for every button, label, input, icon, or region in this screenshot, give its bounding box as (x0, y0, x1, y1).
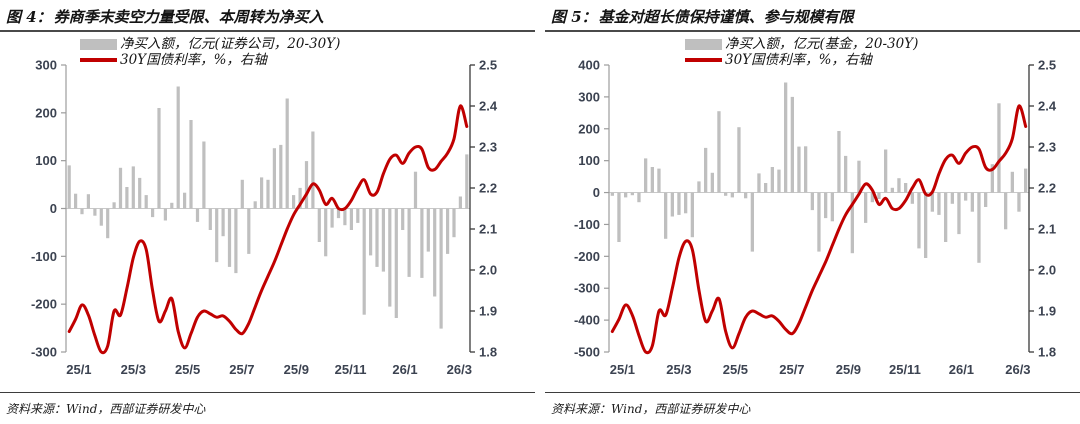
svg-text:2.1: 2.1 (1038, 222, 1056, 237)
svg-text:1.8: 1.8 (1038, 345, 1056, 360)
svg-text:2.5: 2.5 (1038, 58, 1056, 73)
svg-text:-300: -300 (574, 281, 600, 296)
figure-5-panel: 图 5： 基金对超长债保持谨慎、参与规模有限 净买入额，亿元(基金，20-30Y)… (545, 0, 1080, 424)
svg-text:2.0: 2.0 (479, 263, 497, 278)
svg-text:400: 400 (578, 58, 600, 73)
svg-text:26/1: 26/1 (949, 362, 974, 377)
svg-text:2.2: 2.2 (1038, 181, 1056, 196)
svg-text:100: 100 (35, 153, 57, 168)
svg-text:1.8: 1.8 (479, 345, 497, 360)
svg-text:-300: -300 (31, 345, 57, 360)
svg-text:25/11: 25/11 (889, 362, 921, 377)
svg-text:25/7: 25/7 (229, 362, 254, 377)
svg-text:200: 200 (578, 121, 600, 136)
svg-text:26/3: 26/3 (447, 362, 472, 377)
figure-5-source: 资料来源：Wind，西部证券研发中心 (545, 392, 1080, 417)
svg-text:25/9: 25/9 (836, 362, 861, 377)
figure-title-text: 券商季末卖空力量受限、本周转为净买入 (53, 8, 324, 26)
svg-text:2.5: 2.5 (479, 58, 497, 73)
figure-4-panel: 图 4： 券商季末卖空力量受限、本周转为净买入 净买入额，亿元(证券公司，20-3… (0, 0, 535, 424)
svg-text:25/5: 25/5 (175, 362, 200, 377)
figure-5-title: 图 5： 基金对超长债保持谨慎、参与规模有限 (545, 0, 1080, 32)
figure-4-chart-canvas: 300 200 100 0 -100 -200 -300 2.5 2.4 2.3 2.2 2.1 2.0… (31, 58, 498, 378)
svg-text:1.9: 1.9 (1038, 304, 1056, 319)
figure-4-chart-area: 净买入额，亿元(证券公司，20-30Y) 30Y国债利率，%，右轴 300 200… (0, 32, 535, 392)
svg-text:200: 200 (35, 105, 57, 120)
figure-number: 图 4： (6, 8, 52, 26)
svg-text:25/3: 25/3 (121, 362, 146, 377)
svg-text:2.4: 2.4 (479, 99, 498, 114)
figure-4-source: 资料来源：Wind，西部证券研发中心 (0, 392, 535, 417)
svg-text:2.4: 2.4 (1038, 99, 1057, 114)
svg-text:300: 300 (35, 58, 57, 73)
svg-text:100: 100 (578, 153, 600, 168)
svg-text:2.3: 2.3 (479, 140, 497, 155)
figure-5-chart-area: 净买入额，亿元(基金，20-30Y) 30Y国债利率，%，右轴 400 300 20… (545, 32, 1080, 392)
svg-text:25/1: 25/1 (66, 362, 91, 377)
svg-text:25/1: 25/1 (610, 362, 635, 377)
svg-text:25/3: 25/3 (666, 362, 691, 377)
figure-5-chart-canvas: 400 300 200 100 0 -100 -200 -300 -400 -500 2.5 2.4 2… (574, 58, 1057, 378)
svg-text:25/5: 25/5 (723, 362, 748, 377)
svg-text:25/11: 25/11 (335, 362, 367, 377)
svg-text:-100: -100 (31, 249, 57, 264)
svg-text:-400: -400 (574, 313, 600, 328)
svg-text:2.1: 2.1 (479, 222, 497, 237)
svg-text:2.3: 2.3 (1038, 140, 1056, 155)
svg-text:-100: -100 (574, 217, 600, 232)
svg-text:-200: -200 (31, 297, 57, 312)
svg-text:0: 0 (50, 201, 57, 216)
svg-text:25/7: 25/7 (779, 362, 804, 377)
svg-text:0: 0 (593, 185, 600, 200)
svg-text:26/3: 26/3 (1005, 362, 1030, 377)
figure-title-text: 基金对超长债保持谨慎、参与规模有限 (598, 8, 854, 26)
svg-text:25/9: 25/9 (284, 362, 309, 377)
figure-4-title: 图 4： 券商季末卖空力量受限、本周转为净买入 (0, 0, 535, 32)
svg-text:-500: -500 (574, 345, 600, 360)
figure-number: 图 5： (551, 8, 597, 26)
svg-text:26/1: 26/1 (392, 362, 417, 377)
svg-text:300: 300 (578, 89, 600, 104)
svg-text:2.0: 2.0 (1038, 263, 1056, 278)
svg-text:1.9: 1.9 (479, 304, 497, 319)
svg-text:2.2: 2.2 (479, 181, 497, 196)
svg-text:-200: -200 (574, 249, 600, 264)
